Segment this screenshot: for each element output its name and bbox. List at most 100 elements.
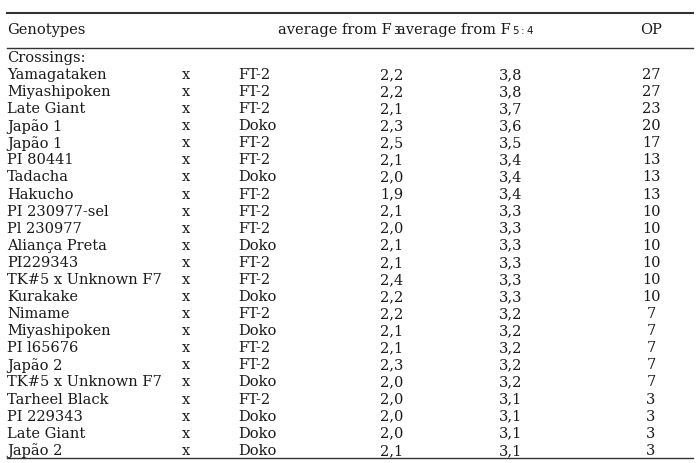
Text: 10: 10 — [642, 204, 660, 218]
Text: 7: 7 — [646, 341, 656, 355]
Text: 13: 13 — [642, 153, 660, 167]
Text: 2,0: 2,0 — [380, 375, 404, 388]
Text: 2,2: 2,2 — [380, 307, 404, 320]
Text: x: x — [182, 153, 190, 167]
Text: FT-2: FT-2 — [238, 272, 270, 286]
Text: FT-2: FT-2 — [238, 153, 270, 167]
Text: 10: 10 — [642, 221, 660, 235]
Text: Kurakake: Kurakake — [7, 289, 78, 303]
Text: Yamagataken: Yamagataken — [7, 68, 106, 81]
Text: Aliança Preta: Aliança Preta — [7, 238, 107, 252]
Text: 2,2: 2,2 — [380, 85, 404, 99]
Text: x: x — [182, 324, 190, 338]
Text: 20: 20 — [642, 119, 660, 133]
Text: PI l65676: PI l65676 — [7, 341, 78, 355]
Text: 3,3: 3,3 — [499, 221, 523, 235]
Text: TK#5 x Unknown F7: TK#5 x Unknown F7 — [7, 375, 162, 388]
Text: Doko: Doko — [238, 170, 276, 184]
Text: x: x — [182, 357, 190, 372]
Text: x: x — [182, 102, 190, 116]
Text: 3,3: 3,3 — [499, 255, 523, 269]
Text: FT-2: FT-2 — [238, 136, 270, 150]
Text: 2,3: 2,3 — [380, 357, 404, 372]
Text: 3,3: 3,3 — [499, 238, 523, 252]
Text: FT-2: FT-2 — [238, 255, 270, 269]
Text: 3,6: 3,6 — [499, 119, 523, 133]
Text: 27: 27 — [642, 68, 660, 81]
Text: x: x — [182, 204, 190, 218]
Text: 2,1: 2,1 — [380, 204, 404, 218]
Text: Tarheel Black: Tarheel Black — [7, 392, 108, 406]
Text: FT-2: FT-2 — [238, 221, 270, 235]
Text: 3: 3 — [646, 426, 656, 440]
Text: 3: 3 — [646, 392, 656, 406]
Text: 2,1: 2,1 — [380, 341, 404, 355]
Text: Doko: Doko — [238, 238, 276, 252]
Text: FT-2: FT-2 — [238, 85, 270, 99]
Text: x: x — [182, 443, 190, 457]
Text: $_3$: $_3$ — [393, 23, 400, 37]
Text: 3,4: 3,4 — [499, 170, 523, 184]
Text: 1,9: 1,9 — [380, 187, 404, 201]
Text: Pl 230977: Pl 230977 — [7, 221, 82, 235]
Text: 3,1: 3,1 — [499, 443, 523, 457]
Text: 7: 7 — [646, 324, 656, 338]
Text: 10: 10 — [642, 238, 660, 252]
Text: 3,1: 3,1 — [499, 392, 523, 406]
Text: 2,0: 2,0 — [380, 392, 404, 406]
Text: Doko: Doko — [238, 375, 276, 388]
Text: FT-2: FT-2 — [238, 102, 270, 116]
Text: x: x — [182, 85, 190, 99]
Text: 17: 17 — [642, 136, 660, 150]
Text: Doko: Doko — [238, 409, 276, 423]
Text: x: x — [182, 255, 190, 269]
Text: 2,1: 2,1 — [380, 443, 404, 457]
Text: PI 229343: PI 229343 — [7, 409, 83, 423]
Text: Doko: Doko — [238, 443, 276, 457]
Text: 7: 7 — [646, 357, 656, 372]
Text: x: x — [182, 409, 190, 423]
Text: 2,4: 2,4 — [380, 272, 404, 286]
Text: average from F: average from F — [279, 23, 392, 37]
Text: 2,5: 2,5 — [380, 136, 404, 150]
Text: 3,2: 3,2 — [499, 375, 523, 388]
Text: Doko: Doko — [238, 426, 276, 440]
Text: 2,1: 2,1 — [380, 324, 404, 338]
Text: 7: 7 — [646, 307, 656, 320]
Text: Late Giant: Late Giant — [7, 102, 85, 116]
Text: x: x — [182, 68, 190, 81]
Text: Nimame: Nimame — [7, 307, 69, 320]
Text: 2,1: 2,1 — [380, 153, 404, 167]
Text: 2,1: 2,1 — [380, 102, 404, 116]
Text: x: x — [182, 187, 190, 201]
Text: Doko: Doko — [238, 289, 276, 303]
Text: 13: 13 — [642, 170, 660, 184]
Text: x: x — [182, 221, 190, 235]
Text: OP: OP — [640, 23, 662, 37]
Text: 3,4: 3,4 — [499, 153, 523, 167]
Text: PI229343: PI229343 — [7, 255, 78, 269]
Text: 10: 10 — [642, 289, 660, 303]
Text: TK#5 x Unknown F7: TK#5 x Unknown F7 — [7, 272, 162, 286]
Text: 2,0: 2,0 — [380, 426, 404, 440]
Text: 2,2: 2,2 — [380, 68, 404, 81]
Text: 2,2: 2,2 — [380, 289, 404, 303]
Text: 27: 27 — [642, 85, 660, 99]
Text: 13: 13 — [642, 187, 660, 201]
Text: x: x — [182, 170, 190, 184]
Text: x: x — [182, 238, 190, 252]
Text: Late Giant: Late Giant — [7, 426, 85, 440]
Text: 2,0: 2,0 — [380, 221, 404, 235]
Text: 2,3: 2,3 — [380, 119, 404, 133]
Text: x: x — [182, 136, 190, 150]
Text: 3,8: 3,8 — [499, 85, 523, 99]
Text: 2,0: 2,0 — [380, 170, 404, 184]
Text: FT-2: FT-2 — [238, 187, 270, 201]
Text: 3,2: 3,2 — [499, 357, 523, 372]
Text: 3,3: 3,3 — [499, 272, 523, 286]
Text: Miyashipoken: Miyashipoken — [7, 85, 111, 99]
Text: $_{5:4}$: $_{5:4}$ — [512, 23, 533, 37]
Text: PI 80441: PI 80441 — [7, 153, 74, 167]
Text: x: x — [182, 426, 190, 440]
Text: 3,1: 3,1 — [499, 409, 523, 423]
